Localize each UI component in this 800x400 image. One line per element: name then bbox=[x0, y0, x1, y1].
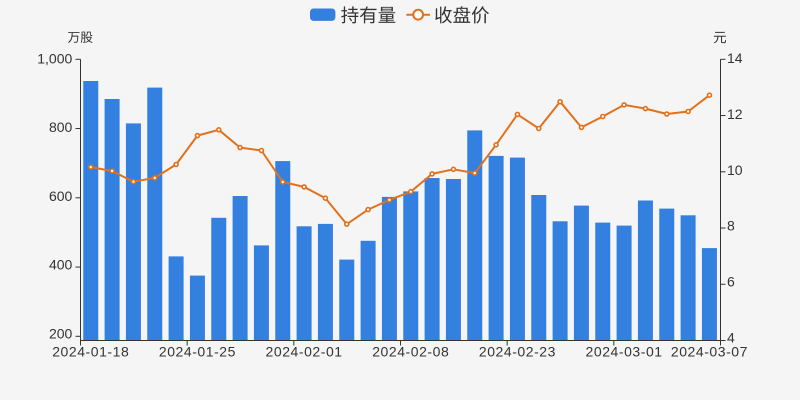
svg-text:2024-02-01: 2024-02-01 bbox=[266, 343, 343, 359]
svg-text:8: 8 bbox=[727, 218, 735, 234]
svg-text:12: 12 bbox=[727, 106, 743, 122]
svg-text:600: 600 bbox=[49, 188, 73, 204]
svg-text:200: 200 bbox=[49, 325, 73, 341]
svg-text:4: 4 bbox=[727, 330, 735, 346]
svg-text:14: 14 bbox=[727, 50, 743, 66]
svg-text:400: 400 bbox=[49, 257, 73, 273]
svg-text:10: 10 bbox=[727, 162, 743, 178]
svg-text:2024-02-23: 2024-02-23 bbox=[479, 343, 556, 359]
svg-text:1,000: 1,000 bbox=[37, 50, 72, 66]
svg-text:2024-03-07: 2024-03-07 bbox=[671, 343, 748, 359]
svg-text:2024-02-08: 2024-02-08 bbox=[372, 343, 449, 359]
svg-text:800: 800 bbox=[49, 119, 73, 135]
svg-text:6: 6 bbox=[727, 274, 735, 290]
svg-text:2024-01-18: 2024-01-18 bbox=[52, 343, 129, 359]
svg-text:2024-03-01: 2024-03-01 bbox=[586, 343, 663, 359]
svg-text:2024-01-25: 2024-01-25 bbox=[159, 343, 236, 359]
